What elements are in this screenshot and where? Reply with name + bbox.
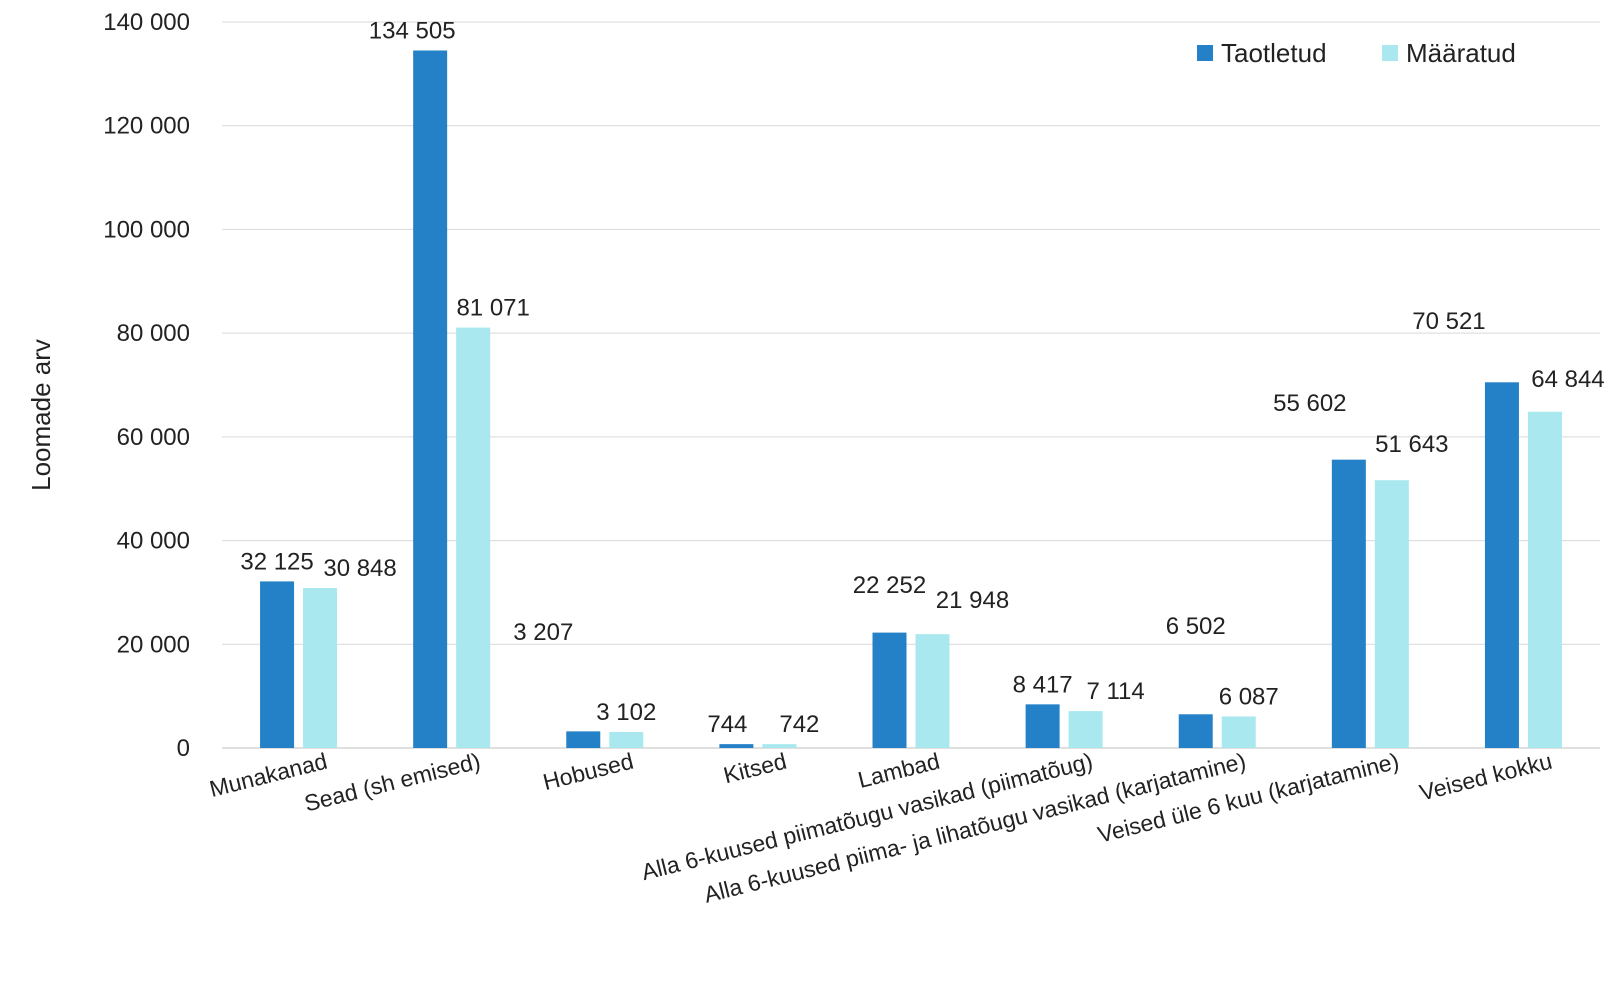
- x-tick-label: Sead (sh emised): [302, 748, 483, 817]
- bar-maaratud: [303, 588, 338, 748]
- bar-taotletud: [1178, 714, 1213, 748]
- y-tick-label: 40 000: [117, 528, 190, 555]
- data-labels: 32 125 30 848 134 505 81 071 3 207 3 102 744 74…: [240, 17, 1604, 738]
- bar-maaratud: [915, 634, 950, 748]
- data-label: 64 844: [1531, 366, 1604, 393]
- bar-maaratud: [456, 327, 491, 748]
- bar-taotletud: [1484, 382, 1519, 748]
- y-tick-label: 120 000: [103, 113, 190, 140]
- x-tick-label: Hobused: [540, 748, 636, 796]
- data-label: 22 252: [853, 572, 926, 599]
- x-tick-label: Veised kokku: [1417, 748, 1555, 806]
- data-label: 3 207: [513, 619, 573, 646]
- data-label: 7 114: [1086, 678, 1144, 705]
- data-label: 70 521: [1412, 308, 1485, 335]
- legend-swatch-taotletud: [1197, 45, 1213, 61]
- y-tick-label: 60 000: [117, 424, 190, 451]
- data-label: 32 125: [240, 548, 313, 575]
- data-label: 81 071: [456, 295, 529, 322]
- bar-maaratud: [762, 744, 797, 748]
- data-label: 742: [779, 711, 819, 738]
- bar-maaratud: [1527, 411, 1562, 748]
- bar-maaratud: [1374, 480, 1409, 748]
- y-tick-label: 140 000: [103, 9, 190, 36]
- data-label: 8 417: [1013, 671, 1073, 698]
- x-tick-label: Lambad: [855, 748, 942, 793]
- bar-taotletud: [719, 744, 754, 748]
- legend-swatch-maaratud: [1382, 45, 1398, 61]
- bar-maaratud: [1068, 711, 1103, 748]
- bar-taotletud: [260, 581, 295, 748]
- data-label: 6 087: [1219, 683, 1279, 710]
- data-label: 30 848: [323, 555, 396, 582]
- y-tick-label: 0: [177, 735, 190, 762]
- y-tick-label: 100 000: [103, 216, 190, 243]
- bar-taotletud: [566, 731, 601, 748]
- data-label: 51 643: [1375, 431, 1448, 458]
- bar-taotletud: [1025, 704, 1060, 748]
- bar-maaratud: [609, 731, 644, 748]
- data-label: 21 948: [936, 587, 1009, 614]
- x-tick-label: Kitsed: [721, 748, 789, 789]
- y-tick-label: 80 000: [117, 320, 190, 347]
- legend-label-maaratud: Määratud: [1406, 38, 1516, 68]
- bar-maaratud: [1221, 716, 1256, 748]
- data-label: 3 102: [596, 699, 656, 726]
- y-axis-title: Loomade arv: [26, 339, 56, 491]
- legend: Taotletud Määratud: [1197, 38, 1516, 68]
- gridlines: [222, 21, 1600, 749]
- data-label: 55 602: [1273, 390, 1346, 417]
- bar-taotletud: [413, 50, 448, 749]
- y-tick-label: 20 000: [117, 631, 190, 658]
- data-label: 134 505: [369, 17, 456, 44]
- data-label: 744: [707, 711, 747, 738]
- y-axis-ticks: 0 20 000 40 000 60 000 80 000 100 000 120 000 1…: [103, 9, 190, 762]
- data-label: 6 502: [1166, 613, 1226, 640]
- bar-taotletud: [1331, 459, 1366, 748]
- bar-taotletud: [872, 632, 907, 748]
- bars: [260, 50, 1562, 749]
- legend-label-taotletud: Taotletud: [1221, 38, 1327, 68]
